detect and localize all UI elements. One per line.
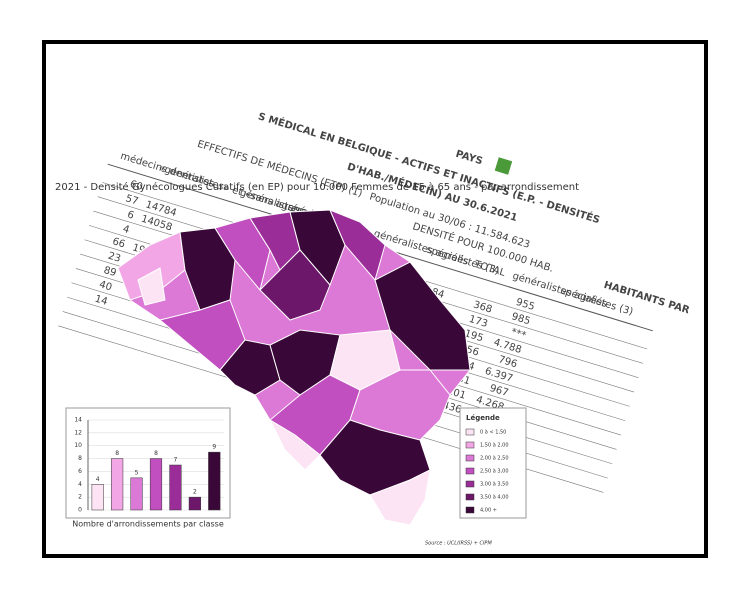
table-cell: 66 xyxy=(111,236,126,250)
inset-chart: Nombre d'arrondissements par classe 0 2 4 6… xyxy=(65,407,231,529)
legend-swatch xyxy=(465,428,475,436)
table-cell: 796 xyxy=(497,354,518,370)
value-label: 9 xyxy=(212,444,216,451)
bar xyxy=(130,477,143,511)
y-tick-label: 6 xyxy=(78,468,82,475)
legend: Légende 0 à < 1,50 1,50 à 2,00 2,00 à 2,50… xyxy=(459,407,527,519)
y-tick-label: 4 xyxy=(78,481,82,488)
table-cell: 56 xyxy=(465,344,480,358)
map-region xyxy=(259,249,331,321)
value-label: 8 xyxy=(154,450,158,457)
legend-label: 2,00 à 2,50 xyxy=(480,455,509,462)
legend-label: 1,50 à 2,00 xyxy=(480,442,509,449)
legend-swatch xyxy=(465,441,475,449)
bar xyxy=(149,458,163,511)
map-region xyxy=(137,267,166,306)
bar xyxy=(188,496,201,511)
y-tick-label: 14 xyxy=(74,417,82,424)
y-tick-label: 2 xyxy=(78,494,82,501)
chart-frame xyxy=(65,407,231,519)
table-cell: 6 xyxy=(126,209,135,221)
frame xyxy=(42,40,708,558)
legend-label: 0 à < 1,50 xyxy=(480,429,506,436)
bar xyxy=(91,484,104,511)
value-label: 2 xyxy=(193,489,197,496)
legend-swatch xyxy=(465,454,475,462)
legend-swatch xyxy=(465,480,475,488)
map-region xyxy=(268,418,321,471)
map-region xyxy=(214,217,271,292)
y-tick-label: 12 xyxy=(74,429,82,436)
map-region xyxy=(329,209,386,282)
table-cell: 60 xyxy=(129,179,144,193)
value-label: 5 xyxy=(135,469,139,476)
table-cell: 40 xyxy=(98,279,113,293)
table-cell: 967 xyxy=(488,383,509,399)
map xyxy=(117,209,471,526)
value-label: 8 xyxy=(115,450,119,457)
bar xyxy=(111,458,124,511)
table-cell: *** xyxy=(510,327,528,342)
table-cell: 173 xyxy=(467,314,488,330)
bar xyxy=(208,451,221,511)
table-cell: 4 xyxy=(121,224,130,236)
table-cell: 57 xyxy=(124,193,139,207)
legend-title: Légende xyxy=(466,414,500,422)
legend-swatch xyxy=(465,506,475,514)
legend-label: 4,00 + xyxy=(480,508,497,514)
table-cell: 195 xyxy=(463,328,484,344)
chart-title: Nombre d'arrondissements par classe xyxy=(72,520,224,529)
y-tick-label: 8 xyxy=(78,455,82,462)
legend-frame xyxy=(459,407,527,519)
table-cell: 14 xyxy=(93,294,108,308)
source-note: Source : UCL(IRSS) + CIPM xyxy=(425,541,492,547)
table-cell: 368 xyxy=(472,300,493,316)
map-region xyxy=(374,261,471,371)
table-cell: 23 xyxy=(107,251,122,265)
table-cell: 985 xyxy=(510,311,531,327)
legend-swatch xyxy=(465,493,475,501)
table-cell: 89 xyxy=(102,265,117,279)
flag-icon xyxy=(494,157,513,175)
y-tick-label: 0 xyxy=(78,507,82,514)
map-region xyxy=(289,209,346,286)
value-label: 4 xyxy=(96,476,100,483)
legend-label: 2,50 à 3,00 xyxy=(480,468,509,475)
value-label: 7 xyxy=(174,457,178,464)
y-tick-label: 10 xyxy=(74,442,82,449)
legend-label: 3,50 à 4,00 xyxy=(480,494,509,501)
bar xyxy=(169,464,182,511)
table-cell: 955 xyxy=(515,297,536,313)
map-title: 2021 - Densité Gynécologues Curatifs (en… xyxy=(55,181,579,193)
legend-label: 3,00 à 3,50 xyxy=(480,481,509,488)
map-region xyxy=(369,469,431,526)
legend-swatch xyxy=(465,467,475,475)
